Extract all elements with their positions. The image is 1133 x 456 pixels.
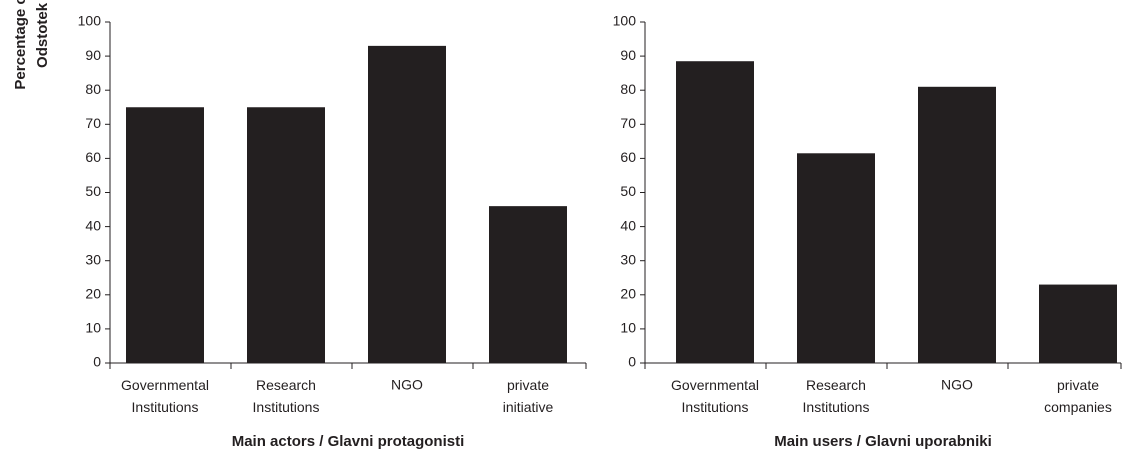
x-tick-label: Research Institutions [253,377,320,415]
y-tick-label: 20 [620,286,636,302]
x-tick-label: NGO [941,377,973,393]
y-tick-label: 80 [85,81,101,97]
x-tick-label: private companies [1044,377,1112,415]
y-tick-label: 40 [620,217,636,233]
x-tick-label: NGO [391,377,423,393]
y-tick-label: 30 [620,251,636,267]
bar [918,86,996,363]
bar [247,107,325,363]
y-tick-label: 60 [85,149,101,165]
y-tick-label: 100 [78,13,102,29]
y-axis-title: Percentage of countries / Odstotek držav … [12,0,51,90]
x-tick-label: Governmental Institutions [671,377,759,415]
y-tick-label: 60 [620,149,636,165]
y-tick-label: 10 [85,320,101,336]
y-tick-label: 30 [85,251,101,267]
x-tick-label: private initiative [503,377,554,415]
x-axis-title: Main users / Glavni uporabniki [774,433,992,450]
y-tick-label: 80 [620,81,636,97]
bar [1039,284,1117,363]
bar [489,206,567,363]
bar [676,61,754,364]
y-tick-label: 90 [620,47,636,63]
bar [368,45,446,364]
y-tick-label: 10 [620,320,636,336]
y-tick-label: 20 [85,286,101,302]
y-tick-label: 70 [620,115,636,131]
y-tick-label: 100 [613,13,637,29]
x-tick-label: Research Institutions [803,377,870,415]
bar [126,107,204,363]
x-tick-label: Governmental Institutions [121,377,209,415]
x-axis-title: Main actors / Glavni protagonisti [232,433,465,450]
bar [797,153,875,363]
y-tick-label: 50 [620,183,636,199]
y-tick-label: 90 [85,47,101,63]
y-tick-label: 40 [85,217,101,233]
y-tick-label: 50 [85,183,101,199]
y-tick-label: 70 [85,115,101,131]
y-tick-label: 0 [93,354,101,370]
y-tick-label: 0 [628,354,636,370]
